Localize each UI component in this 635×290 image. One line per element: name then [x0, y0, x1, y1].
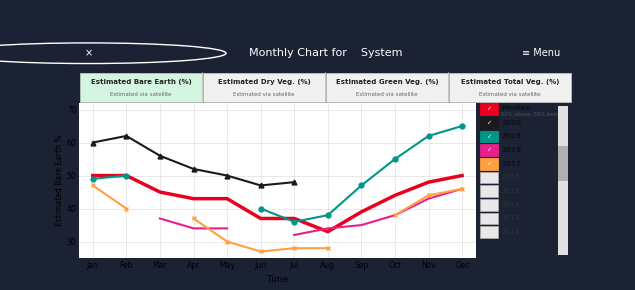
Text: Estimated via satellite: Estimated via satellite: [110, 92, 171, 97]
Text: 2015: 2015: [502, 188, 520, 194]
FancyBboxPatch shape: [80, 72, 202, 102]
Text: 2017: 2017: [502, 161, 521, 167]
Text: Estimated Bare Earth (%): Estimated Bare Earth (%): [91, 79, 191, 85]
Text: ✓: ✓: [486, 107, 491, 112]
Text: Monthly Chart for    System: Monthly Chart for System: [249, 48, 402, 58]
Text: 2013: 2013: [502, 215, 520, 221]
FancyBboxPatch shape: [203, 72, 325, 102]
FancyBboxPatch shape: [558, 106, 568, 255]
Text: Median: Median: [502, 105, 531, 111]
FancyBboxPatch shape: [449, 72, 571, 102]
Text: 2014: 2014: [502, 202, 520, 208]
Text: 2018: 2018: [502, 147, 521, 153]
FancyBboxPatch shape: [480, 117, 498, 128]
Text: ×: ×: [84, 48, 92, 58]
FancyBboxPatch shape: [480, 199, 498, 211]
Text: 2019: 2019: [502, 133, 521, 139]
X-axis label: Time: Time: [267, 276, 288, 284]
Text: 2020: 2020: [502, 120, 521, 126]
FancyBboxPatch shape: [480, 226, 498, 238]
FancyBboxPatch shape: [326, 72, 448, 102]
FancyBboxPatch shape: [480, 144, 498, 156]
Text: ✓: ✓: [486, 134, 491, 139]
FancyBboxPatch shape: [480, 103, 498, 115]
Text: 2012: 2012: [502, 229, 520, 235]
FancyBboxPatch shape: [480, 172, 498, 183]
Text: ≡ Menu: ≡ Menu: [523, 48, 561, 58]
Text: Estimated Green Veg. (%): Estimated Green Veg. (%): [336, 79, 438, 85]
FancyBboxPatch shape: [480, 158, 498, 170]
Text: ✓: ✓: [486, 161, 491, 166]
FancyBboxPatch shape: [558, 146, 568, 180]
Text: Estimated Dry Veg. (%): Estimated Dry Veg. (%): [218, 79, 311, 85]
Text: ✓: ✓: [486, 148, 491, 153]
FancyBboxPatch shape: [480, 185, 498, 197]
Text: Estimated via satellite: Estimated via satellite: [479, 92, 541, 97]
Text: 50% above, 50% below: 50% above, 50% below: [502, 112, 563, 117]
Y-axis label: Estimated Bare Earth %: Estimated Bare Earth %: [55, 135, 64, 226]
Text: ✓: ✓: [486, 120, 491, 125]
FancyBboxPatch shape: [480, 213, 498, 224]
Text: Estimated via satellite: Estimated via satellite: [356, 92, 418, 97]
Text: Estimated via satellite: Estimated via satellite: [233, 92, 295, 97]
Text: Estimated Total Veg. (%): Estimated Total Veg. (%): [461, 79, 559, 85]
FancyBboxPatch shape: [480, 130, 498, 142]
Text: 2016: 2016: [502, 174, 520, 180]
